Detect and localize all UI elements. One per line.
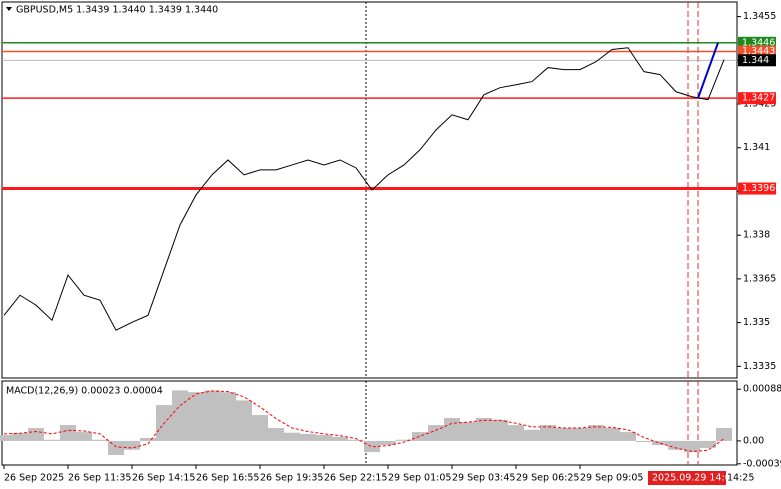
macd-bar xyxy=(396,439,412,441)
macd-bar xyxy=(60,425,76,441)
price-line xyxy=(3,47,725,331)
macd-bar xyxy=(108,440,124,456)
macd-bar xyxy=(428,425,444,441)
macd-bar xyxy=(300,433,316,441)
level-label: 1.3446 xyxy=(742,37,775,48)
time-badge xyxy=(648,471,726,485)
y-tick-label: 1.338 xyxy=(743,230,770,241)
macd-bar xyxy=(28,427,44,441)
x-tick-label: 26 Sep 22:15 xyxy=(324,473,387,484)
macd-bar xyxy=(316,435,332,441)
macd-bar xyxy=(476,418,492,441)
macd-bar xyxy=(124,440,140,450)
trend-line xyxy=(697,42,719,99)
macd-bar xyxy=(76,432,92,441)
x-tick-label: 29 Sep 06:25 xyxy=(516,473,579,484)
macd-bar xyxy=(636,440,652,443)
macd-bar xyxy=(12,432,28,441)
macd-bar xyxy=(332,436,348,441)
y-tick-label: 1.3455 xyxy=(743,11,776,22)
x-tick-label: 29 Sep 01:05 xyxy=(388,473,451,484)
macd-title: MACD(12,26,9) 0.00023 0.00004 xyxy=(6,386,163,397)
x-tick-label: 26 Sep 19:35 xyxy=(260,473,323,484)
macd-bar xyxy=(460,422,476,441)
level-label: 1.3443 xyxy=(742,46,775,57)
level-label: 1.344 xyxy=(742,55,769,66)
macd-bar xyxy=(540,425,556,441)
y-tick-label: 1.3365 xyxy=(743,273,776,284)
level-badge xyxy=(738,54,776,67)
time-annotation: 14:25 xyxy=(727,473,754,484)
y-tick-label: 1.335 xyxy=(743,317,770,328)
level-label: 1.3396 xyxy=(742,183,775,194)
macd-bar xyxy=(716,427,732,441)
macd-bar xyxy=(556,427,572,441)
macd-bar xyxy=(348,439,364,441)
macd-bar xyxy=(412,432,428,441)
macd-bar xyxy=(508,425,524,441)
y-tick-label: 1.341 xyxy=(743,142,770,153)
macd-bar xyxy=(700,440,716,448)
macd-bar xyxy=(444,418,460,441)
time-annotation: 2025.09.29 14:00 xyxy=(652,473,737,484)
macd-bar xyxy=(572,427,588,441)
x-tick-label: 26 Sep 14:15 xyxy=(132,473,195,484)
macd-bar xyxy=(588,425,604,441)
x-tick-label: 29 Sep 03:45 xyxy=(452,473,515,484)
y-tick-label: -0.00039 xyxy=(743,458,781,469)
macd-bar xyxy=(220,392,236,441)
x-tick-label: 26 Sep 16:55 xyxy=(196,473,259,484)
y-tick-label: 0.00088 xyxy=(743,384,781,395)
macd-bar xyxy=(604,427,620,441)
macd-bar xyxy=(364,440,380,453)
macd-bar xyxy=(284,432,300,441)
macd-bar xyxy=(268,427,284,441)
macd-bar xyxy=(652,440,668,446)
macd-bar xyxy=(44,439,60,441)
macd-bar xyxy=(236,400,252,441)
macd-bar xyxy=(172,390,188,441)
macd-bar xyxy=(92,439,108,441)
macd-bar xyxy=(668,440,684,450)
x-tick-label: 29 Sep 09:05 xyxy=(580,473,643,484)
x-tick-label: 26 Sep 2025 xyxy=(4,473,64,484)
level-badge xyxy=(738,92,776,105)
macd-bar xyxy=(188,392,204,441)
macd-frame xyxy=(1,380,738,466)
menu-triangle xyxy=(6,7,12,11)
y-tick-label: 0.00 xyxy=(743,435,764,446)
macd-bar xyxy=(380,440,396,446)
macd-bar xyxy=(492,419,508,441)
macd-bar xyxy=(684,440,700,453)
x-tick-label: 26 Sep 11:35 xyxy=(68,473,131,484)
macd-bar xyxy=(140,437,156,441)
macd-bar xyxy=(204,390,220,441)
macd-bar xyxy=(524,429,540,441)
level-badge xyxy=(738,182,776,195)
macd-bar xyxy=(620,432,636,441)
signal-line xyxy=(3,390,725,452)
macd-bar xyxy=(0,435,12,441)
chart-title: GBPUSD,M5 1.3439 1.3440 1.3439 1.3440 xyxy=(16,5,218,16)
y-tick-label: 1.3335 xyxy=(743,361,776,372)
level-label: 1.3427 xyxy=(742,93,775,104)
macd-bar xyxy=(252,415,268,441)
